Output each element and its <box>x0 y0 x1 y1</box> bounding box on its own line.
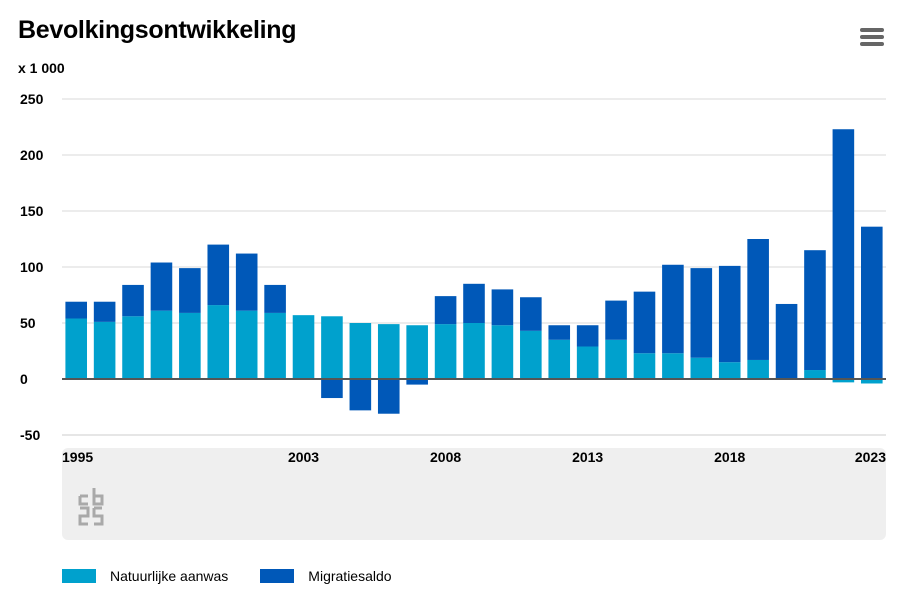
y-tick-label: -50 <box>20 427 40 443</box>
x-tick-label: 2018 <box>714 449 745 465</box>
bar-migratiesaldo <box>662 264 684 354</box>
bar-natuurlijke-aanwas <box>321 316 343 379</box>
cbs-logo-icon <box>78 488 104 526</box>
bar-migratiesaldo <box>463 283 485 323</box>
bar-migratiesaldo <box>804 250 826 371</box>
bar-natuurlijke-aanwas <box>207 305 230 379</box>
bar-natuurlijke-aanwas <box>662 353 684 379</box>
cbs-logo-stroke <box>92 488 104 506</box>
y-tick-label: 150 <box>20 203 44 219</box>
x-tick-label: 2023 <box>855 449 886 465</box>
cbs-logo-stroke <box>92 506 104 526</box>
legend-item-migratiesaldo[interactable]: Migratiesaldo <box>260 568 392 584</box>
bar-natuurlijke-aanwas <box>576 346 599 379</box>
x-tick-label: 2003 <box>288 449 319 465</box>
bar-migratiesaldo <box>406 379 428 385</box>
bar-natuurlijke-aanwas <box>690 357 713 379</box>
bar-migratiesaldo <box>235 253 258 311</box>
bar-migratiesaldo <box>93 301 116 322</box>
legend-swatch-natuurlijke-aanwas <box>62 569 96 583</box>
bar-migratiesaldo <box>633 291 656 354</box>
bar-natuurlijke-aanwas <box>292 315 315 379</box>
hamburger-menu-icon[interactable] <box>856 26 886 50</box>
bar-migratiesaldo <box>264 284 286 313</box>
bar-migratiesaldo <box>207 244 230 306</box>
bar-natuurlijke-aanwas <box>860 379 883 384</box>
bar-natuurlijke-aanwas <box>832 379 855 383</box>
bar-migratiesaldo <box>349 379 372 411</box>
x-tick-label: 2013 <box>572 449 603 465</box>
bar-migratiesaldo <box>65 301 88 319</box>
bar-natuurlijke-aanwas <box>804 370 826 379</box>
bar-natuurlijke-aanwas <box>747 359 769 379</box>
bar-migratiesaldo <box>690 268 713 358</box>
bar-migratiesaldo <box>576 325 599 347</box>
bar-natuurlijke-aanwas <box>93 321 116 379</box>
bar-natuurlijke-aanwas <box>150 310 173 379</box>
bar-natuurlijke-aanwas <box>605 339 627 379</box>
y-tick-label: 200 <box>20 147 44 163</box>
cbs-logo-stroke <box>78 506 90 526</box>
bar-natuurlijke-aanwas <box>264 312 286 379</box>
bar-natuurlijke-aanwas <box>491 325 514 379</box>
bar-natuurlijke-aanwas <box>122 316 144 379</box>
bar-migratiesaldo <box>434 296 457 325</box>
x-tick-label: 1995 <box>62 449 93 465</box>
bar-migratiesaldo <box>860 226 883 379</box>
cbs-logo-stroke <box>78 494 88 506</box>
chart-title: Bevolkingsontwikkeling <box>18 16 297 44</box>
bar-migratiesaldo <box>832 129 855 379</box>
bar-natuurlijke-aanwas <box>377 324 400 379</box>
legend-label-natuurlijke-aanwas: Natuurlijke aanwas <box>110 568 229 584</box>
bar-natuurlijke-aanwas <box>520 330 542 379</box>
bar-natuurlijke-aanwas <box>463 323 485 379</box>
legend-item-natuurlijke-aanwas[interactable]: Natuurlijke aanwas <box>62 568 228 584</box>
bar-natuurlijke-aanwas <box>434 324 457 379</box>
y-tick-label: 250 <box>20 91 44 107</box>
bar-migratiesaldo <box>718 265 741 363</box>
bar-migratiesaldo <box>150 262 173 311</box>
x-tick-label: 2008 <box>430 449 461 465</box>
bar-natuurlijke-aanwas <box>179 312 201 379</box>
bar-natuurlijke-aanwas <box>65 318 88 379</box>
bar-migratiesaldo <box>122 284 144 317</box>
bar-migratiesaldo <box>520 297 542 331</box>
y-tick-label: 100 <box>20 259 44 275</box>
legend: Natuurlijke aanwas Migratiesaldo <box>62 568 424 584</box>
bar-migratiesaldo <box>548 325 571 340</box>
bar-natuurlijke-aanwas <box>718 362 741 379</box>
bar-migratiesaldo <box>775 303 798 379</box>
y-tick-label: 50 <box>20 315 36 331</box>
bar-migratiesaldo <box>179 268 201 313</box>
bar-migratiesaldo <box>605 300 627 340</box>
bar-migratiesaldo <box>491 289 514 326</box>
bar-natuurlijke-aanwas <box>349 323 372 379</box>
legend-label-migratiesaldo: Migratiesaldo <box>308 568 392 584</box>
legend-swatch-migratiesaldo <box>260 569 295 583</box>
bar-migratiesaldo <box>747 239 769 360</box>
bar-natuurlijke-aanwas <box>548 339 571 379</box>
range-navigator <box>62 448 886 540</box>
bar-natuurlijke-aanwas <box>406 325 428 379</box>
bar-migratiesaldo <box>321 379 343 399</box>
y-tick-label: 0 <box>20 371 28 387</box>
bar-natuurlijke-aanwas <box>235 310 258 379</box>
bar-migratiesaldo <box>377 379 400 414</box>
bar-natuurlijke-aanwas <box>633 353 656 379</box>
y-axis-unit-label: x 1 000 <box>18 60 65 76</box>
